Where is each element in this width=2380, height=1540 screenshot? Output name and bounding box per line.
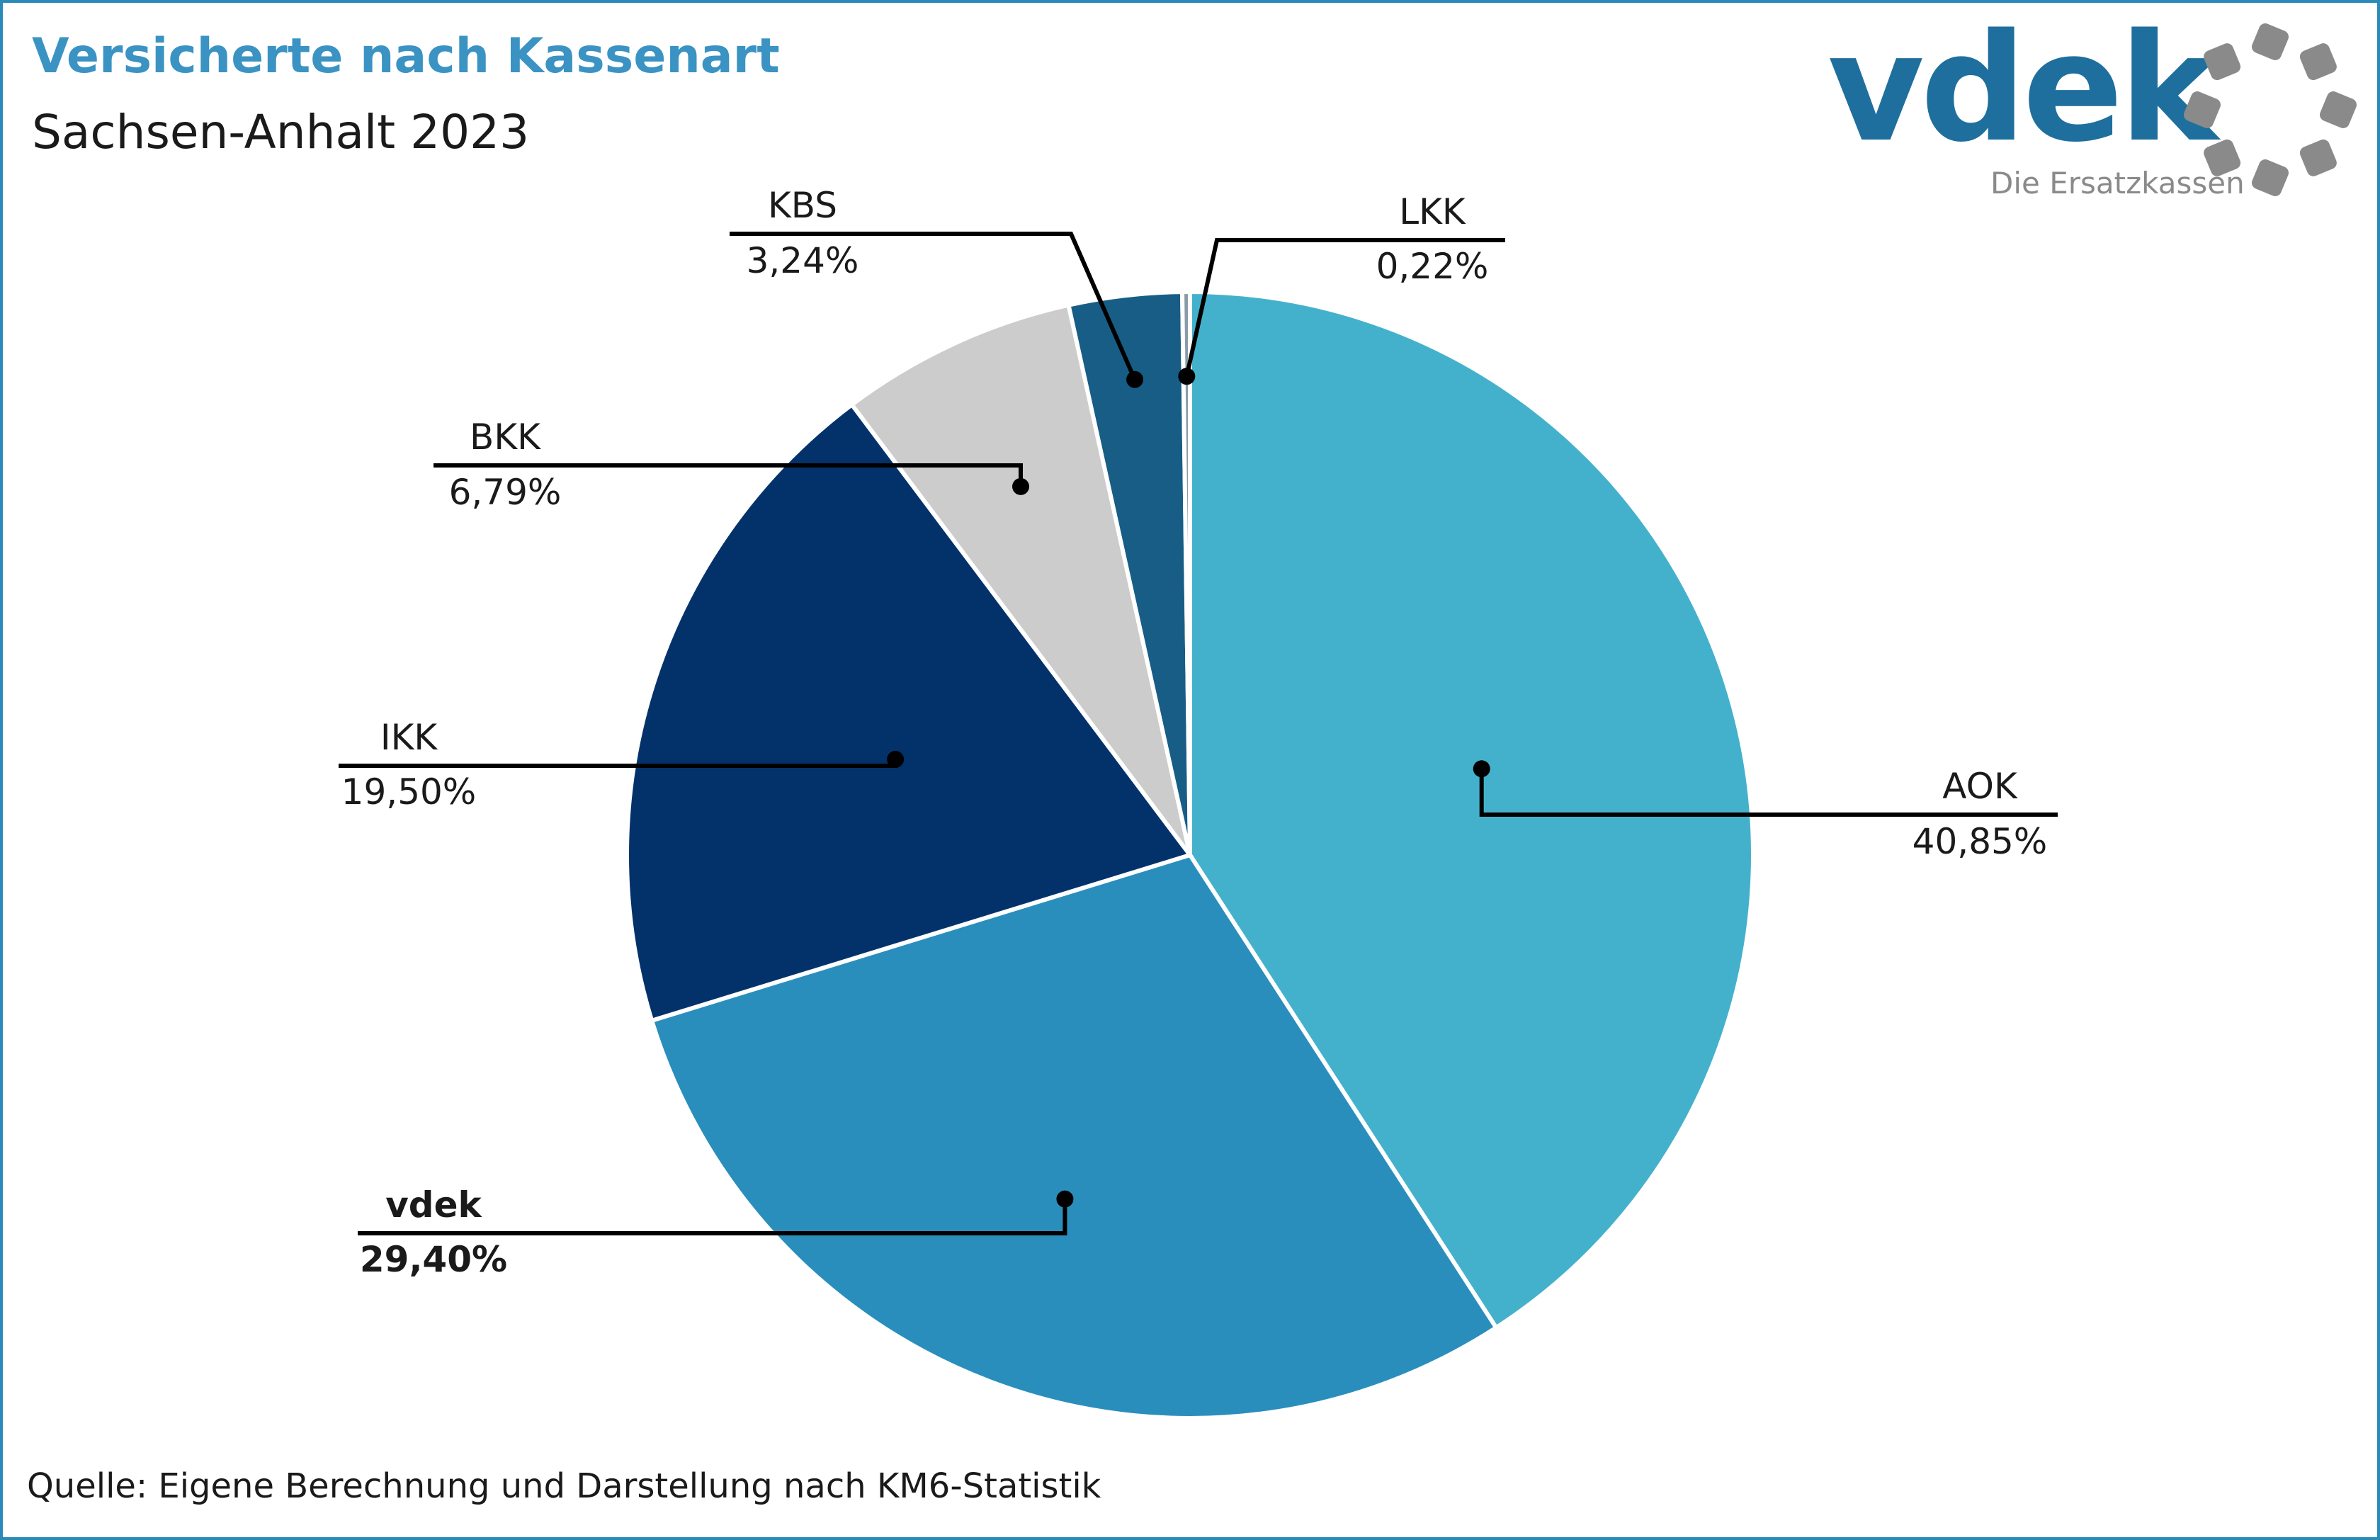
logo-ring-segment: [2252, 159, 2289, 196]
leader-line-aok: [1479, 769, 2058, 817]
pie-slice-vdek: [649, 852, 1500, 1420]
chart-subtitle: Sachsen-Anhalt 2023: [32, 105, 530, 159]
leader-dot-kbs: [1126, 370, 1144, 388]
leader-dot-vdek: [1056, 1190, 1074, 1208]
logo-ring-icon: [2184, 23, 2357, 196]
leader-dot-bkk: [1012, 477, 1030, 495]
logo-ring-segment: [2204, 43, 2241, 81]
slice-value-vdek: 29,40%: [360, 1239, 507, 1280]
slice-value-aok: 40,85%: [1912, 821, 2048, 862]
slice-label-kbs: KBS: [768, 185, 837, 226]
leader-line-vdek: [358, 1199, 1067, 1235]
slice-value-kbs: 3,24%: [747, 240, 859, 281]
pie-slice-bkk: [849, 302, 1192, 856]
slice-label-bkk: BKK: [470, 417, 541, 458]
logo-ring-segment: [2299, 139, 2337, 176]
logo-ring-segment: [2320, 91, 2357, 128]
slice-value-ikk: 19,50%: [341, 771, 477, 813]
slice-value-bkk: 6,79%: [449, 472, 562, 513]
logo-ring-segment: [2184, 91, 2221, 128]
logo-ring-segment: [2299, 43, 2337, 81]
source-note: Quelle: Eigene Berechnung und Darstellun…: [27, 1466, 1101, 1506]
slice-label-vdek: vdek: [385, 1184, 482, 1225]
leader-line-lkk: [1184, 238, 1505, 377]
leader-line-kbs: [730, 232, 1137, 380]
slice-label-lkk: LKK: [1399, 191, 1466, 232]
pie-slice-lkk: [1179, 289, 1192, 856]
logo-wordmark: vdek: [1828, 1, 2218, 175]
leader-dot-aok: [1473, 760, 1490, 778]
pie-slices: [625, 289, 1755, 1420]
slice-labels: AOK 40,85% vdek 29,40% IKK 19,50% BKK 6,79% KBS 3…: [341, 185, 2048, 1280]
vdek-logo: vdek Die Ersatzkassen: [1828, 1, 2366, 210]
slice-label-aok: AOK: [1942, 766, 2018, 807]
slice-label-ikk: IKK: [380, 717, 438, 758]
logo-tagline: Die Ersatzkassen: [1990, 166, 2245, 200]
logo-ring-segment: [2252, 23, 2289, 60]
logo-ring-segment: [2204, 139, 2241, 176]
chart-title: Versicherte nach Kassenart: [32, 28, 780, 84]
leader-dot-lkk: [1178, 368, 1196, 385]
slice-value-lkk: 0,22%: [1376, 246, 1489, 287]
label-leaders: [339, 232, 2058, 1235]
leader-dot-ikk: [887, 750, 905, 768]
